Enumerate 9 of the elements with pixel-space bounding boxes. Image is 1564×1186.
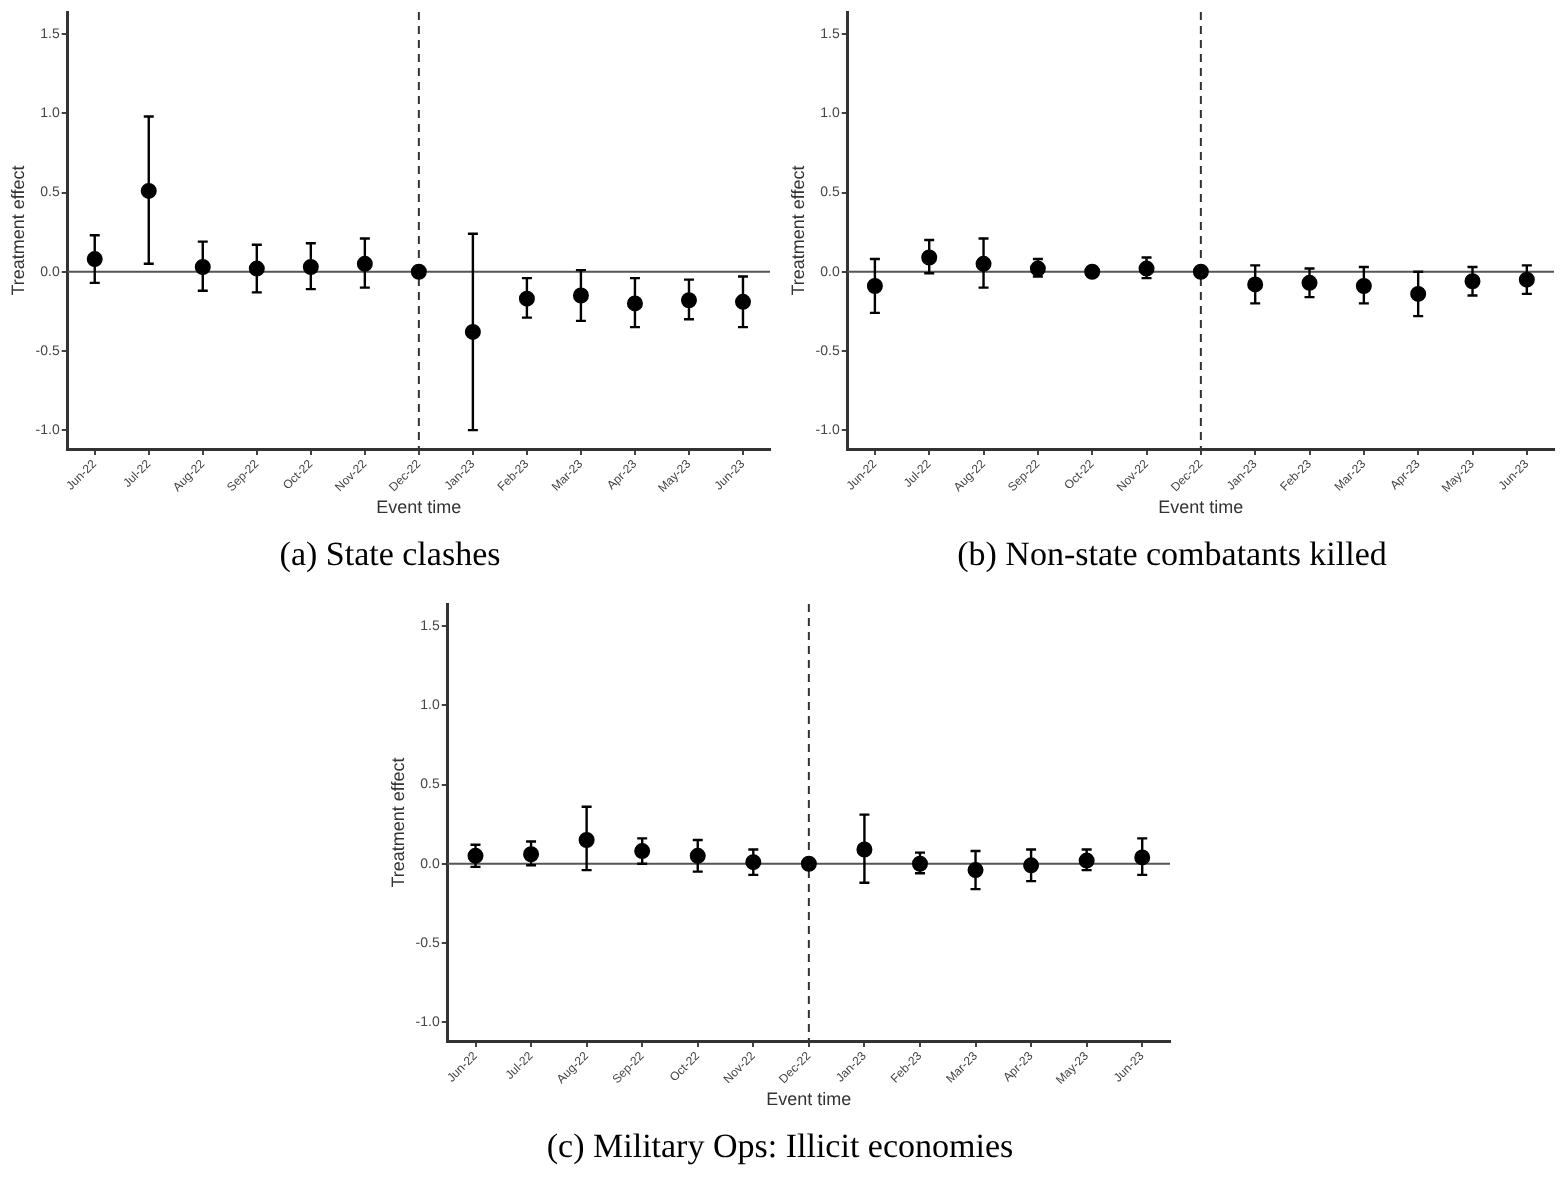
x-axis-title: Event time	[376, 497, 462, 518]
x-axis-title: Event time	[1158, 497, 1244, 518]
text: (c) Military Ops: Illicit economies	[546, 1126, 1014, 1165]
text: (b) Non-state combatants killed	[957, 534, 1388, 573]
y-axis-title: Treatment effect	[7, 164, 28, 296]
y-axis-title: Treatment effect	[787, 164, 808, 296]
text: (a) State clashes	[279, 534, 501, 573]
y-axis-title: Treatment effect	[387, 756, 408, 888]
x-axis-title: Event time	[766, 1089, 852, 1110]
